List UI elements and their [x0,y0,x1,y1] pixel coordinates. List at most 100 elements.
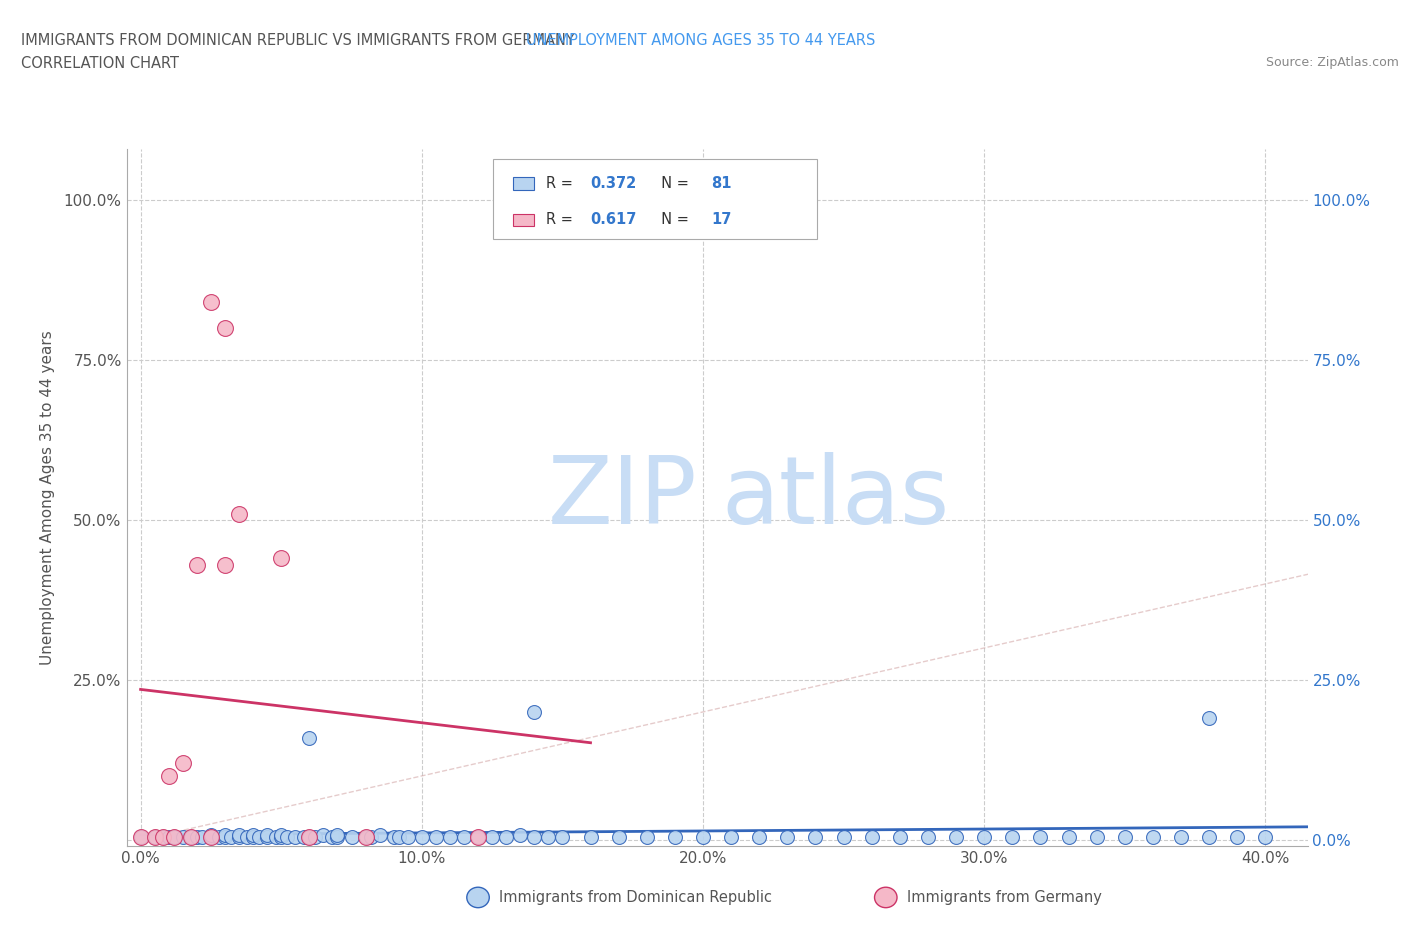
Text: 0.372: 0.372 [591,176,637,191]
Point [191,830,214,844]
Point [804,830,827,844]
Point [214,557,236,572]
FancyBboxPatch shape [513,214,534,226]
Point [143,830,166,844]
Point [143,830,166,844]
Point [889,830,911,844]
Point [152,830,174,844]
FancyBboxPatch shape [492,159,817,240]
Point [776,830,799,844]
Point [242,830,264,844]
Point [236,830,259,844]
FancyBboxPatch shape [513,177,534,190]
Point [453,830,475,844]
Point [180,830,202,844]
Point [1198,711,1220,725]
Point [270,551,292,565]
Point [340,830,363,844]
Point [467,830,489,844]
Point [200,828,222,843]
Point [481,830,503,844]
Point [326,828,349,843]
Point [368,828,391,843]
Point [354,830,377,844]
Point [256,828,278,843]
Text: CORRELATION CHART: CORRELATION CHART [21,56,179,71]
Point [579,830,602,844]
Point [228,828,250,843]
Point [354,830,377,844]
Point [1254,830,1277,844]
Point [304,830,326,844]
Point [917,830,939,844]
Text: R =: R = [546,176,578,191]
Point [219,830,242,844]
Point [284,830,307,844]
Y-axis label: Unemployment Among Ages 35 to 44 years: Unemployment Among Ages 35 to 44 years [41,330,55,665]
Point [692,830,714,844]
Text: 0.617: 0.617 [591,212,637,227]
Point [551,830,574,844]
Point [1029,830,1052,844]
Point [664,830,686,844]
Point [832,830,855,844]
Point [720,830,742,844]
Point [298,830,321,844]
Point [247,830,270,844]
Point [208,830,231,844]
Text: Immigrants from Germany: Immigrants from Germany [907,890,1102,905]
Point [509,828,531,843]
Point [214,830,236,844]
Text: UNEMPLOYMENT AMONG AGES 35 TO 44 YEARS: UNEMPLOYMENT AMONG AGES 35 TO 44 YEARS [526,33,876,47]
Point [321,830,343,844]
Point [172,756,194,771]
Text: atlas: atlas [721,452,949,543]
Point [467,830,489,844]
Point [180,830,202,844]
Text: ZIP: ZIP [548,452,697,543]
Point [382,830,405,844]
Point [312,828,335,843]
Point [228,830,250,844]
Point [214,321,236,336]
Point [1057,830,1080,844]
Point [270,830,292,844]
Point [129,830,152,844]
Point [157,768,180,783]
Point [242,828,264,843]
Point [186,830,208,844]
Point [1001,830,1024,844]
Point [973,830,995,844]
Point [129,830,152,844]
Point [523,830,546,844]
Point [495,830,517,844]
Point [214,828,236,843]
Point [256,830,278,844]
Point [172,830,194,844]
Point [537,830,560,844]
Point [200,830,222,844]
Point [860,830,883,844]
Point [411,830,433,844]
Text: N =: N = [652,176,693,191]
Point [1085,830,1108,844]
Point [163,830,186,844]
Text: Immigrants from Dominican Republic: Immigrants from Dominican Republic [499,890,772,905]
Text: IMMIGRANTS FROM DOMINICAN REPUBLIC VS IMMIGRANTS FROM GERMANY: IMMIGRANTS FROM DOMINICAN REPUBLIC VS IM… [21,33,579,47]
Point [425,830,447,844]
Point [157,830,180,844]
Point [276,830,298,844]
Point [396,830,419,844]
Text: 81: 81 [711,176,731,191]
Point [264,830,287,844]
Point [439,830,461,844]
Point [292,830,315,844]
Point [1114,830,1136,844]
Point [945,830,967,844]
Point [200,830,222,844]
Point [1142,830,1164,844]
Point [748,830,770,844]
Text: 17: 17 [711,212,731,227]
Point [326,830,349,844]
Point [607,830,630,844]
